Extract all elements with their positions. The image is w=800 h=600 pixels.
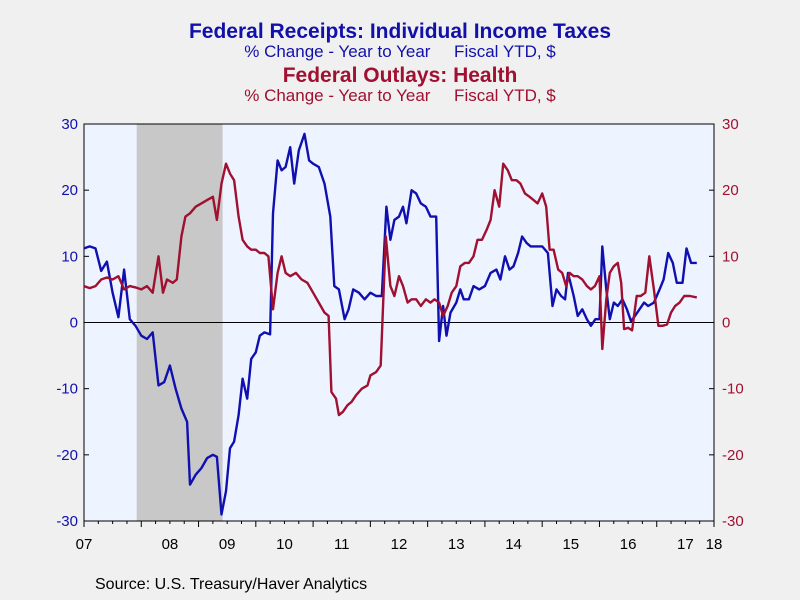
right-y-tick-label: -10 bbox=[722, 381, 744, 398]
x-tick-label: 10 bbox=[276, 536, 293, 553]
series1-subtitle: % Change - Year to Year Fiscal YTD, $ bbox=[244, 42, 556, 61]
left-y-tick-label: 10 bbox=[61, 248, 78, 265]
x-tick-label: 11 bbox=[334, 536, 350, 553]
left-y-tick-label: -10 bbox=[56, 381, 78, 398]
x-tick-label: 18 bbox=[706, 536, 723, 553]
x-tick-label: 14 bbox=[505, 536, 522, 553]
left-y-tick-label: 0 bbox=[70, 315, 78, 332]
left-y-tick-label: -30 bbox=[56, 513, 78, 530]
x-tick-label: 17 bbox=[677, 536, 694, 553]
right-y-tick-label: 20 bbox=[722, 182, 739, 199]
left-y-tick-label: 30 bbox=[61, 116, 78, 133]
x-tick-label: 08 bbox=[162, 536, 179, 553]
x-tick-label: 16 bbox=[620, 536, 637, 553]
right-y-tick-label: 10 bbox=[722, 248, 739, 265]
x-tick-label: 12 bbox=[391, 536, 408, 553]
series-line-health-outlays bbox=[83, 162, 698, 417]
x-tick-label: 07 bbox=[76, 536, 93, 553]
x-tick-label: 09 bbox=[219, 536, 236, 553]
x-tick-label: 15 bbox=[562, 536, 579, 553]
right-y-tick-label: -20 bbox=[722, 447, 744, 464]
left-y-tick-label: -20 bbox=[56, 447, 78, 464]
right-y-tick-label: 30 bbox=[722, 116, 739, 133]
series2-title: Federal Outlays: Health bbox=[282, 64, 518, 87]
series1-title: Federal Receipts: Individual Income Taxe… bbox=[188, 20, 612, 43]
left-y-tick-label: 20 bbox=[61, 182, 78, 199]
right-y-tick-label: 0 bbox=[722, 315, 730, 332]
right-y-tick-label: -30 bbox=[722, 513, 744, 530]
series2-subtitle: % Change - Year to Year Fiscal YTD, $ bbox=[244, 86, 556, 105]
source-note: Source: U.S. Treasury/Haver Analytics bbox=[95, 576, 368, 593]
x-tick-label: 13 bbox=[448, 536, 465, 553]
